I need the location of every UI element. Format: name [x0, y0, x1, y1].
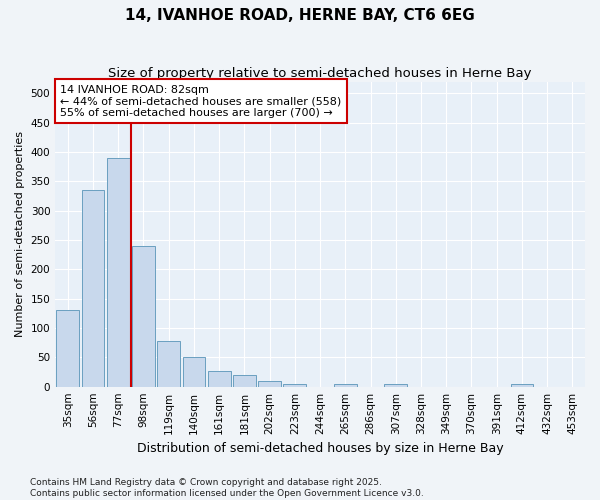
- Bar: [511, 384, 533, 386]
- Bar: [132, 246, 155, 386]
- Bar: [56, 310, 79, 386]
- X-axis label: Distribution of semi-detached houses by size in Herne Bay: Distribution of semi-detached houses by …: [137, 442, 503, 455]
- Bar: [233, 375, 256, 386]
- Text: 14, IVANHOE ROAD, HERNE BAY, CT6 6EG: 14, IVANHOE ROAD, HERNE BAY, CT6 6EG: [125, 8, 475, 22]
- Bar: [385, 384, 407, 386]
- Bar: [208, 372, 230, 386]
- Bar: [107, 158, 130, 386]
- Bar: [82, 190, 104, 386]
- Y-axis label: Number of semi-detached properties: Number of semi-detached properties: [15, 131, 25, 337]
- Bar: [283, 384, 306, 386]
- Bar: [258, 381, 281, 386]
- Bar: [334, 384, 356, 386]
- Text: 14 IVANHOE ROAD: 82sqm
← 44% of semi-detached houses are smaller (558)
55% of se: 14 IVANHOE ROAD: 82sqm ← 44% of semi-det…: [61, 84, 342, 118]
- Bar: [157, 341, 180, 386]
- Title: Size of property relative to semi-detached houses in Herne Bay: Size of property relative to semi-detach…: [109, 68, 532, 80]
- Text: Contains HM Land Registry data © Crown copyright and database right 2025.
Contai: Contains HM Land Registry data © Crown c…: [30, 478, 424, 498]
- Bar: [182, 358, 205, 386]
